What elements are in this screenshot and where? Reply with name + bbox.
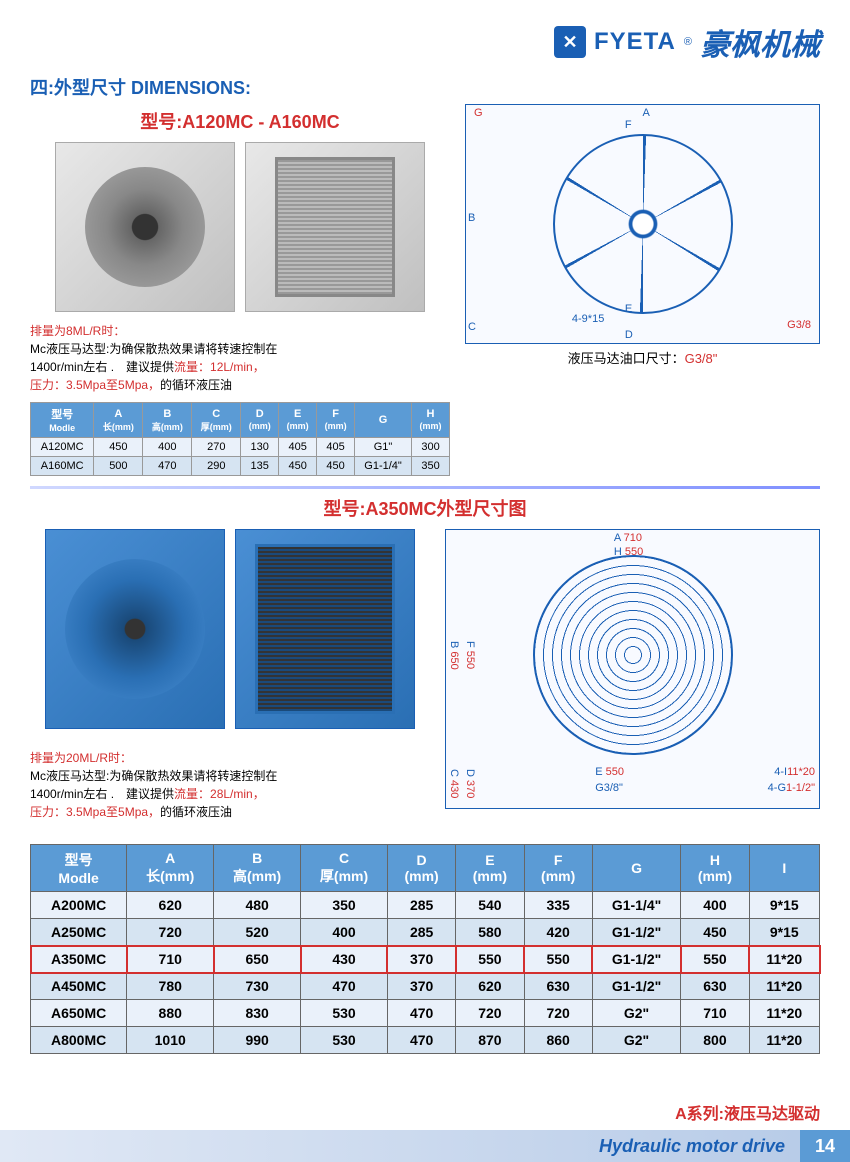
model-title-2: 型号:A350MC外型尺寸图 (30, 495, 820, 521)
note-1: 排量为8ML/R时： Mc液压马达型:为确保散热效果请将转速控制在 1400r/… (30, 322, 450, 394)
brand-reg: ® (684, 36, 692, 48)
product-images-1 (30, 142, 450, 312)
dimensions-table-1: 型号ModleA长(mm)B高(mm)C厚(mm)D(mm)E(mm)F(mm)… (30, 402, 450, 476)
logo-icon: ✕ (554, 26, 586, 58)
technical-diagram-2: A 710 H 550 B 650 F 550 E 550 4-I11*20 4… (445, 529, 820, 809)
brand-cn: 豪枫机械 (700, 20, 820, 64)
product-photo-radiator-2 (235, 529, 415, 729)
page-number: 14 (800, 1130, 850, 1162)
product-photo-radiator (245, 142, 425, 312)
technical-diagram-1: G A F B E C D 4-9*15 G3/8 (465, 104, 820, 344)
page-header: ✕ FYETA ® 豪枫机械 (30, 20, 820, 64)
product-images-2 (30, 529, 430, 729)
page-footer: Hydraulic motor drive 14 (0, 1130, 850, 1162)
footer-series-label: A系列:液压马达驱动 (675, 1100, 820, 1124)
note-2: 排量为20ML/R时： Mc液压马达型:为确保散热效果请将转速控制在 1400r… (30, 749, 430, 821)
footer-bar: Hydraulic motor drive (0, 1130, 800, 1162)
product-photo-fan (55, 142, 235, 312)
model-title-1: 型号:A120MC - A160MC (30, 108, 450, 134)
brand-en: FYETA (594, 28, 676, 56)
product-photo-fan-2 (45, 529, 225, 729)
diagram-1-caption: 液压马达油口尺寸：G3/8" (465, 348, 820, 367)
dimensions-table-2: 型号ModleA长(mm)B高(mm)C厚(mm)D(mm)E(mm)F(mm)… (30, 844, 820, 1054)
section-title: 四:外型尺寸 DIMENSIONS: (30, 74, 820, 100)
